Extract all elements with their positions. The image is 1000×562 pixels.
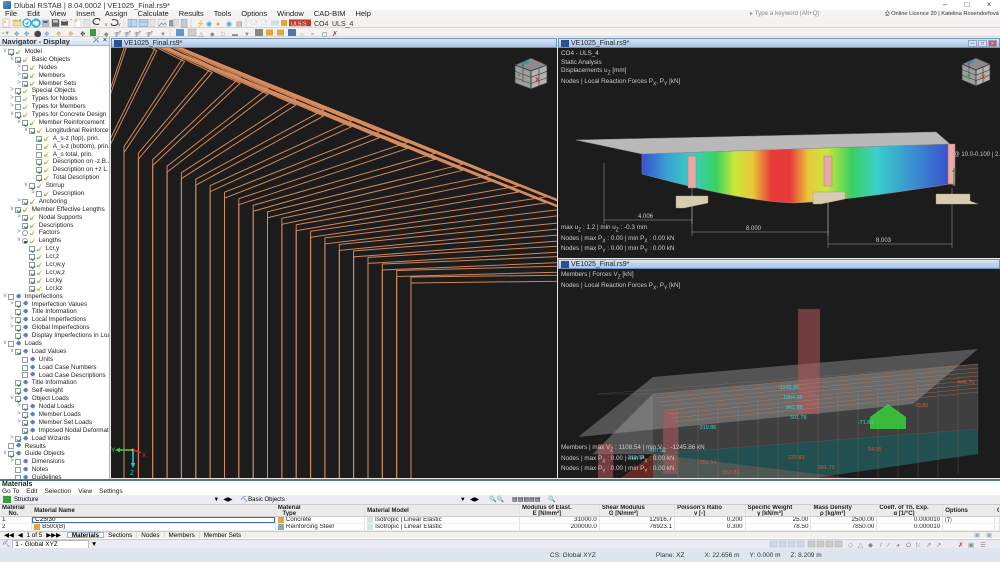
svg-text:□: □	[221, 32, 225, 37]
svg-text:◆: ◆	[104, 32, 109, 37]
svg-text:◉: ◉	[206, 21, 212, 28]
svg-text:✥: ✥	[14, 30, 20, 37]
svg-text:◉: ◉	[226, 21, 232, 28]
svg-text:⚤: ⚤	[114, 30, 121, 37]
svg-text:✥: ✥	[56, 30, 62, 37]
svg-text:✥: ✥	[44, 30, 50, 37]
svg-text:○: ○	[300, 32, 304, 37]
svg-text:Y: Y	[111, 447, 116, 454]
svg-text:501.78: 501.78	[790, 415, 807, 421]
svg-text:381.73: 381.73	[818, 465, 835, 471]
svg-text:●: ●	[216, 21, 220, 28]
svg-text:▤: ▤	[236, 21, 243, 28]
svg-text:📄: 📄	[260, 20, 268, 28]
svg-text:≈: ≈	[311, 32, 315, 37]
svg-text:✗: ✗	[332, 30, 338, 37]
svg-text:ULS_4: ULS_4	[332, 21, 354, 28]
svg-text:📄: 📄	[250, 20, 258, 28]
svg-text:220.83: 220.83	[788, 455, 805, 461]
svg-text:CO4: CO4	[314, 21, 329, 28]
svg-text:1064.96: 1064.96	[783, 395, 803, 401]
svg-text:553.83: 553.83	[723, 470, 740, 476]
svg-text:△: △	[199, 32, 204, 37]
svg-text:961.88: 961.88	[786, 405, 803, 411]
svg-text:▼: ▼	[160, 32, 166, 37]
svg-text:◻: ◻	[322, 32, 327, 37]
svg-text:▬: ▬	[232, 32, 238, 37]
svg-text:◆: ◆	[210, 32, 215, 37]
svg-text:445.70: 445.70	[958, 380, 975, 386]
svg-text:X: X	[535, 77, 540, 84]
svg-text:▼: ▼	[244, 32, 250, 37]
svg-text:⚤: ⚤	[134, 30, 141, 37]
svg-text:-319.86: -319.86	[698, 425, 716, 431]
svg-text:✥: ✥	[24, 30, 30, 37]
svg-text:8.003: 8.003	[876, 238, 892, 244]
svg-text:-1245.86: -1245.86	[778, 385, 799, 391]
svg-text:Z: Z	[130, 470, 134, 477]
svg-text:X: X	[142, 452, 147, 459]
svg-text:⚫: ⚫	[34, 30, 42, 37]
svg-text:✥: ✥	[80, 30, 86, 37]
svg-text:-71.88: -71.88	[858, 420, 873, 426]
svg-text:-Y: -Y	[965, 75, 971, 81]
svg-text:⚤: ⚤	[124, 30, 131, 37]
svg-text:⚤: ⚤	[146, 30, 153, 37]
svg-text:⚡: ⚡	[196, 19, 205, 28]
svg-text:54.55: 54.55	[868, 447, 882, 453]
svg-text:-73.80: -73.80	[913, 403, 928, 409]
svg-text:8.000: 8.000	[746, 226, 762, 232]
svg-text:✥: ✥	[68, 30, 74, 37]
svg-text:-X: -X	[979, 75, 985, 81]
svg-text:4.006: 4.006	[638, 214, 654, 220]
svg-text:ULS:S: ULS:S	[291, 21, 307, 27]
